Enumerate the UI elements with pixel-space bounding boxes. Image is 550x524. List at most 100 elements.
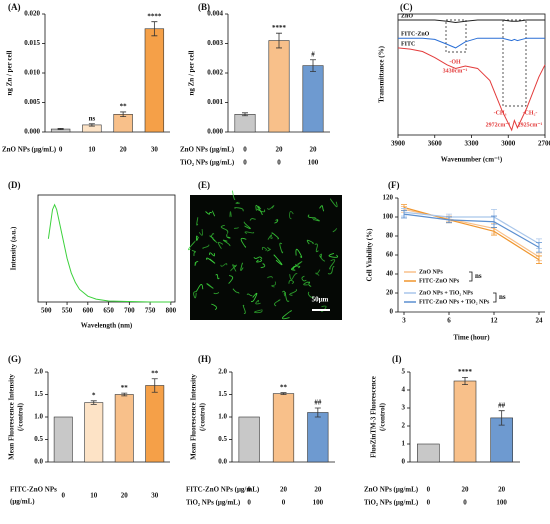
error-bar (462, 377, 468, 385)
line (398, 37, 545, 49)
cell (279, 242, 284, 254)
row-label: TiO₂ NPs (μg/mL) (180, 159, 235, 167)
highlight-box (445, 19, 467, 53)
cell (240, 237, 247, 248)
x-tick-label: 500 (41, 307, 52, 315)
x-tick-label: 700 (124, 307, 135, 315)
significance: ## (498, 401, 506, 409)
plot-frame (37, 194, 176, 303)
error-bar (276, 32, 282, 49)
significance: **** (272, 24, 287, 32)
bar (84, 402, 104, 463)
bracket (469, 271, 473, 282)
y-tick-label: 0.015 (24, 39, 40, 47)
error-bar (536, 242, 542, 253)
cell (319, 205, 325, 212)
cell (301, 275, 307, 282)
row-label: TiO₂ NPs (μg/mL) (364, 499, 419, 507)
cell (244, 231, 255, 235)
row-value: 0 (247, 486, 251, 494)
row-value: 20 (310, 146, 318, 154)
y-tick-label: 2.0 (34, 368, 43, 376)
x-tick-label: 3 (402, 317, 406, 325)
bar (307, 412, 329, 463)
row-value: 30 (151, 492, 159, 500)
annotation: -CH₃ (494, 110, 507, 116)
error-bar (151, 378, 158, 393)
x-axis-label: Time (hour) (453, 334, 490, 342)
cell (281, 310, 292, 320)
bar (302, 65, 324, 133)
line (403, 211, 540, 245)
row-value: 20 (121, 492, 129, 500)
cell (232, 264, 237, 272)
error-bar (90, 400, 97, 405)
bar (417, 443, 440, 463)
error-bar (57, 128, 64, 131)
significance: ** (120, 103, 128, 111)
cell (230, 264, 237, 272)
micrograph (190, 195, 342, 320)
cell (213, 291, 220, 295)
annotation: 2972cm⁻¹ (486, 122, 511, 128)
cell (303, 281, 308, 286)
y-tick-label: 0 (390, 308, 394, 316)
annotation: -OH (449, 59, 461, 65)
row-value: 30 (151, 146, 159, 154)
y-tick-label: 5 (402, 368, 406, 376)
x-axis-label: Wavenumber (cm⁻¹) (441, 156, 503, 164)
y-axis-label: (/control) (17, 402, 25, 431)
series-label: FITC-ZnO (401, 32, 430, 38)
cell (274, 219, 279, 224)
error-bar (491, 209, 497, 225)
cell (253, 256, 263, 259)
y-axis-label: Intensity (a.u.) (10, 226, 18, 270)
legend-label: FITC-ZnO NPs + TiO₂ NPs (419, 299, 490, 305)
error-bar (121, 392, 128, 397)
cell (307, 214, 316, 219)
y-tick-label: 0.001 (207, 98, 223, 106)
cell (328, 253, 339, 258)
cell (255, 299, 261, 305)
row-label: FITC-ZnO NPs (μg/mL) (186, 486, 260, 494)
annotation: 3430cm⁻¹ (443, 68, 468, 74)
cell (267, 276, 273, 279)
bar (144, 28, 165, 133)
cell (295, 248, 303, 258)
cell (229, 211, 232, 218)
y-tick-label: 0.0 (34, 458, 43, 466)
bracket (493, 292, 497, 303)
cell (289, 288, 297, 296)
error-bar (280, 392, 287, 395)
row-value: 20 (276, 146, 284, 154)
cell (274, 299, 281, 307)
bar (272, 393, 295, 463)
bar (453, 380, 477, 463)
y-axis-label: FluoZinTM-3 Fluorescence (370, 376, 378, 458)
cell (198, 228, 203, 236)
row-value: 20 (120, 146, 128, 154)
row-value: 0 (282, 499, 286, 507)
cell (211, 303, 218, 311)
cell (250, 292, 258, 303)
y-tick-label: 1.0 (34, 413, 43, 421)
row-value: 0 (247, 499, 251, 507)
cell (211, 210, 216, 217)
highlight-box (502, 19, 527, 107)
y-axis-label: (/control) (199, 402, 207, 431)
row-value: 10 (90, 492, 98, 500)
row-label: FITC-ZnO NPs (10, 486, 57, 494)
y-tick-label: 100 (383, 213, 394, 221)
y-tick-label: 0.003 (207, 39, 223, 47)
panel-label: (C) (400, 2, 413, 12)
cell (206, 283, 214, 289)
cell (266, 247, 271, 252)
error-bar (401, 209, 407, 219)
cell (257, 205, 262, 210)
bar (268, 40, 290, 133)
cell (307, 281, 312, 287)
y-tick-label: 0.005 (24, 98, 40, 106)
cell (327, 266, 335, 275)
cell (329, 259, 336, 270)
y-tick-label: 1.5 (218, 390, 227, 398)
